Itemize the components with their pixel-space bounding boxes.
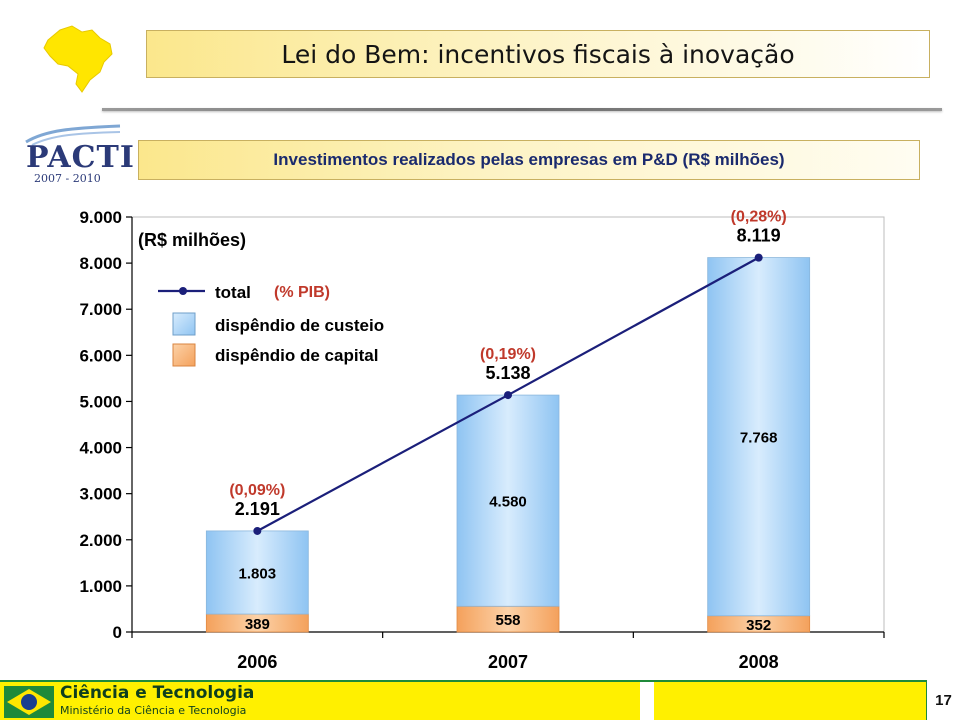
bar-capital-label: 389: [245, 616, 270, 633]
legend-total-label: total: [215, 283, 251, 302]
investment-chart: 0 1.000 2.000 3.000 4.000 5.000 6.000 7.000 8.00…: [79, 208, 885, 672]
footer-topline: [0, 680, 960, 682]
y-tick-label: 6.000: [79, 346, 122, 365]
pacti-wordmark: PACTI: [26, 140, 135, 175]
bar-custeio: [456, 394, 560, 607]
total-point: [253, 526, 262, 535]
y-tick-label: 4.000: [79, 439, 122, 458]
subtitle-banner: Investimentos realizados pelas empresas …: [138, 140, 920, 180]
footer-strip-left: [0, 680, 640, 720]
y-tick-label: 9.000: [79, 208, 122, 227]
y-tick-label: 8.000: [79, 254, 122, 273]
bar-custeio: [707, 257, 811, 617]
bar-capital-label: 558: [495, 612, 520, 629]
x-tick-label: 2006: [237, 652, 277, 672]
chart-subtitle: Investimentos realizados pelas empresas …: [273, 150, 785, 169]
legend-capital-swatch: [172, 343, 196, 367]
brazil-flag-icon: [4, 686, 54, 718]
total-value-label: 2.191: [235, 499, 280, 519]
total-point: [754, 253, 763, 262]
unit-label: (R$ milhões): [138, 230, 246, 250]
total-value-label: 5.138: [485, 363, 530, 383]
pacti-logo: PACTI 2007 - 2010: [22, 124, 134, 188]
wave-icon: [25, 124, 121, 146]
pacti-years: 2007 - 2010: [34, 172, 101, 185]
bar-custeio-label: 1.803: [239, 565, 277, 582]
x-tick-label: 2008: [739, 652, 779, 672]
y-tick-label: 7.000: [79, 300, 122, 319]
pib-percent-label: (0,09%): [229, 482, 285, 499]
y-tick-label: 5.000: [79, 392, 122, 411]
legend-custeio-label: dispêndio de custeio: [215, 316, 384, 335]
bar-custeio-label: 7.768: [740, 430, 778, 447]
bar-custeio-label: 4.580: [489, 494, 527, 511]
header-divider: [102, 108, 942, 111]
brand-subtitle: Ministério da Ciência e Tecnologia: [60, 704, 247, 717]
page-title: Lei do Bem: incentivos fiscais à inovaçã…: [281, 39, 795, 69]
legend-custeio-swatch: [172, 312, 196, 336]
title-banner: Lei do Bem: incentivos fiscais à inovaçã…: [146, 30, 930, 78]
footer-bar: Ciência e Tecnologia Ministério da Ciênc…: [0, 680, 960, 720]
y-tick-label: 1.000: [79, 577, 122, 596]
footer-strip-right: [654, 680, 926, 720]
page-number: 17: [926, 680, 960, 720]
plot-area: 0 1.000 2.000 3.000 4.000 5.000 6.000 7.000 8.00…: [79, 208, 885, 672]
brand-title: Ciência e Tecnologia: [60, 683, 255, 703]
footer-gap: [640, 680, 654, 720]
total-point: [504, 391, 512, 400]
x-tick-label: 2007: [488, 652, 528, 672]
legend-line-marker: [179, 287, 187, 295]
y-tick-label: 0: [113, 623, 122, 642]
legend-capital-label: dispêndio de capital: [215, 346, 378, 365]
pib-percent-label: (0,28%): [731, 209, 787, 226]
brazil-map-icon: [43, 25, 113, 93]
bar-capital-label: 352: [746, 617, 771, 634]
pib-percent-label: (0,19%): [480, 346, 536, 363]
y-tick-label: 2.000: [79, 531, 122, 550]
legend-pib-label: (% PIB): [274, 284, 330, 301]
total-value-label: 8.119: [737, 226, 781, 246]
y-tick-label: 3.000: [79, 485, 122, 504]
